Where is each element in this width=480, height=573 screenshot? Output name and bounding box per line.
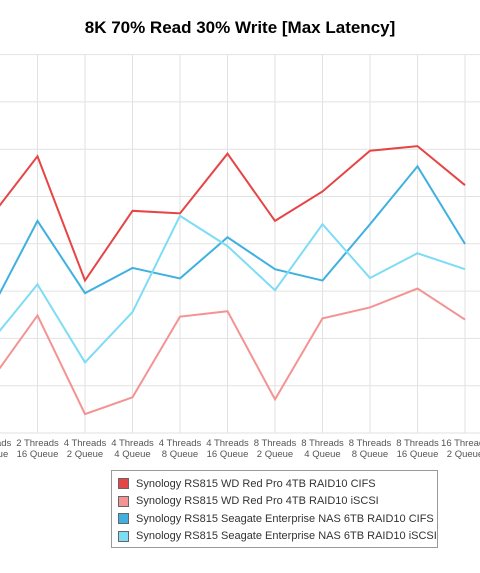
legend-label: Synology RS815 WD Red Pro 4TB RAID10 iSC… bbox=[136, 495, 379, 508]
x-tick-label: 8 Threads 16 Queue bbox=[396, 438, 439, 460]
chart-legend: Synology RS815 WD Red Pro 4TB RAID10 CIF… bbox=[111, 470, 438, 548]
legend-swatch bbox=[118, 513, 129, 525]
legend-item-3: Synology RS815 Seagate Enterprise NAS 6T… bbox=[118, 510, 434, 528]
legend-label: Synology RS815 Seagate Enterprise NAS 6T… bbox=[136, 512, 434, 525]
series-line-2 bbox=[0, 287, 466, 416]
legend-swatch bbox=[118, 478, 129, 490]
series-line-1 bbox=[0, 145, 466, 283]
x-tick-label: 8 Threads 2 Queue bbox=[254, 438, 297, 460]
legend-label: Synology RS815 WD Red Pro 4TB RAID10 CIF… bbox=[136, 477, 376, 490]
x-tick-label: 4 Threads 8 Queue bbox=[159, 438, 202, 460]
legend-item-2: Synology RS815 WD Red Pro 4TB RAID10 iSC… bbox=[118, 493, 431, 511]
x-tick-label: 8 Threads 8 Queue bbox=[349, 438, 392, 460]
chart-title: 8K 70% Read 30% Write [Max Latency] bbox=[84, 18, 396, 37]
x-tick-label: 2 Threads 16 Queue bbox=[16, 438, 59, 460]
x-tick-label: 4 Threads 16 Queue bbox=[206, 438, 249, 460]
legend-label: Synology RS815 Seagate Enterprise NAS 6T… bbox=[136, 530, 437, 543]
x-tick-label: 4 Threads 4 Queue bbox=[111, 438, 154, 460]
legend-item-4: Synology RS815 Seagate Enterprise NAS 6T… bbox=[118, 528, 437, 546]
legend-swatch bbox=[118, 530, 129, 542]
x-tick-label: 4 Threads 2 Queue bbox=[64, 438, 107, 460]
legend-swatch bbox=[118, 495, 129, 507]
legend-item-1: Synology RS815 WD Red Pro 4TB RAID10 CIF… bbox=[118, 475, 431, 493]
x-tick-label: 8 Threads 4 Queue bbox=[301, 438, 344, 460]
